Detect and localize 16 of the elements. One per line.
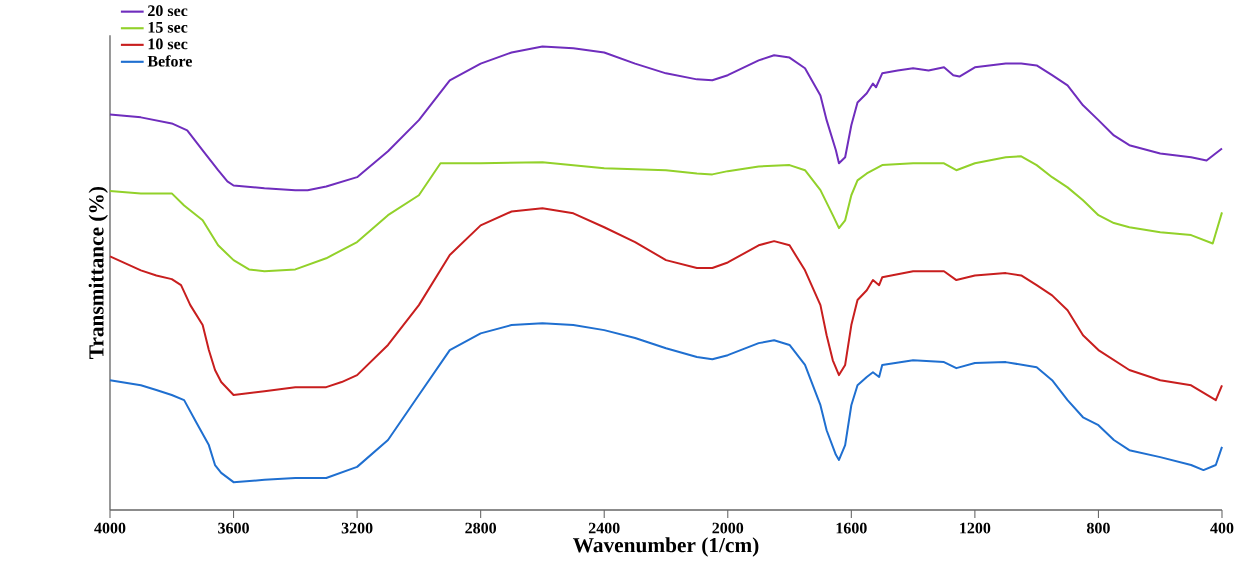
x-tick-label: 800 [1086, 522, 1110, 534]
x-tick-label: 400 [1210, 522, 1234, 534]
x-tick-label: 4000 [94, 522, 126, 534]
legend-label: 10 sec [148, 38, 188, 50]
x-tick-label: 3600 [218, 522, 249, 534]
legend-label: 20 sec [148, 5, 188, 17]
x-tick-label: 2000 [712, 522, 744, 534]
x-tick-label: 3200 [341, 522, 373, 534]
legend-label: Before [147, 55, 192, 67]
y-axis-title: Transmittance (%) [88, 187, 108, 359]
x-tick-label: 1200 [960, 522, 991, 534]
x-axis-title: Wavenumber (1/cm) [572, 537, 759, 557]
x-tick-label: 2800 [465, 522, 497, 534]
x-tick-label: 2400 [588, 522, 620, 534]
legend-label: 15 sec [148, 21, 188, 33]
x-tick-label: 1600 [836, 522, 867, 534]
